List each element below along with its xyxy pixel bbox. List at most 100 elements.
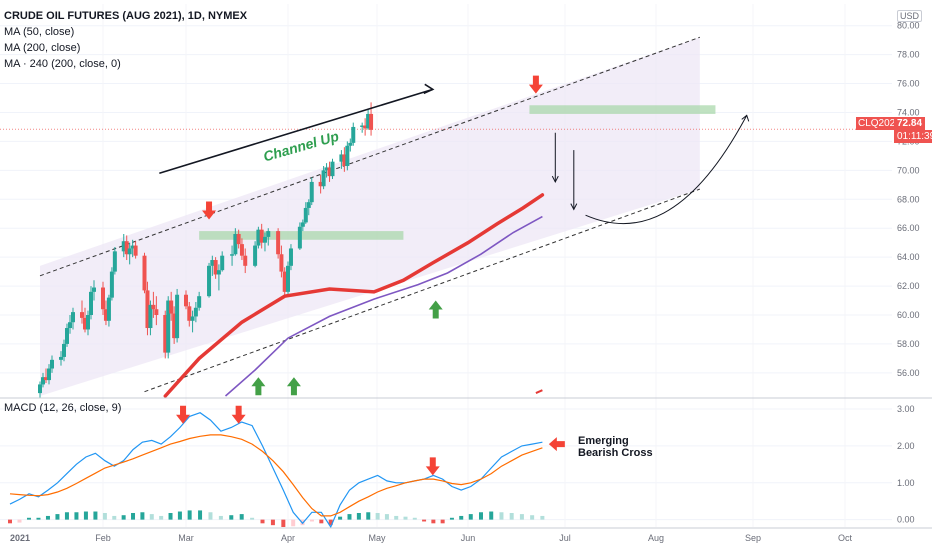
macd-histogram-bar	[131, 512, 136, 520]
macd-histogram-bar	[431, 519, 436, 524]
macd-histogram-bar	[519, 514, 524, 520]
candle-body	[172, 313, 177, 339]
macd-histogram-bar	[17, 519, 22, 523]
candle-body	[124, 241, 129, 255]
candle-body	[133, 245, 138, 256]
macd-histogram-bar	[540, 515, 545, 520]
candle-body	[324, 167, 329, 171]
candle-body	[112, 251, 117, 272]
macd-histogram-bar	[198, 510, 203, 520]
macd-histogram-bar	[121, 515, 126, 520]
macd-histogram-bar	[366, 512, 371, 520]
price-axis-label: 56.00	[897, 368, 920, 378]
candle-body	[243, 255, 248, 266]
ma240-legend[interactable]: MA · 240 (200, close, 0)	[4, 58, 121, 70]
candle-body	[210, 260, 215, 266]
candle-body	[306, 202, 311, 208]
macd-histogram	[8, 510, 545, 527]
candle-body	[166, 300, 171, 353]
macd-histogram-bar	[93, 511, 98, 520]
candle-body	[142, 255, 147, 291]
candle-body	[348, 142, 353, 146]
candle-body	[342, 154, 347, 167]
candle-body	[71, 312, 75, 323]
macd-legend[interactable]: MACD (12, 26, close, 9)	[4, 402, 122, 414]
candle-body	[256, 229, 261, 246]
price-axis-label: 66.00	[897, 223, 920, 233]
macd-histogram-bar	[468, 514, 473, 520]
candle-body	[151, 304, 156, 310]
candle-body	[127, 248, 132, 255]
currency-badge[interactable]: USD	[897, 10, 923, 22]
macd-histogram-bar	[375, 512, 380, 520]
candle-body	[351, 126, 356, 143]
candle-body	[230, 254, 235, 256]
candle-body	[106, 297, 111, 321]
price-axis-label: 70.00	[897, 165, 920, 175]
macd-histogram-bar	[26, 517, 31, 520]
macd-line	[9, 412, 543, 529]
macd-histogram-bar	[394, 515, 399, 520]
projection-arrow-1-head	[551, 175, 559, 184]
macd-histogram-bar	[260, 519, 265, 524]
macd-histogram-bar	[112, 515, 117, 520]
macd-histogram-bar	[208, 512, 213, 520]
macd-histogram-bar	[102, 512, 107, 520]
candle-body	[59, 356, 63, 360]
macd-histogram-bar	[218, 515, 223, 520]
projection-arrow-2-head	[570, 203, 578, 211]
macd-histogram-bar	[140, 512, 145, 520]
candle-body	[345, 145, 350, 167]
price-axis-label: 78.00	[897, 50, 920, 60]
macd-axis-label: 3.00	[897, 404, 915, 414]
candle-body	[253, 245, 258, 266]
top-arrow-june	[528, 75, 543, 94]
candle-body	[239, 244, 244, 256]
time-axis-label: Mar	[178, 533, 194, 543]
ma200-legend[interactable]: MA (200, close)	[4, 42, 81, 54]
bottom-arrow-april	[286, 377, 301, 396]
candle-body	[276, 231, 281, 255]
macd-histogram-bar	[229, 515, 234, 520]
time-axis-label: May	[368, 533, 386, 543]
signal-line	[9, 434, 543, 517]
candle-body	[339, 154, 344, 162]
time-axis-label: Oct	[838, 533, 853, 543]
macd-histogram-bar	[159, 515, 164, 520]
time-axis-label: Jun	[461, 533, 476, 543]
channel-arrow-head	[423, 83, 435, 95]
candle-body	[220, 255, 225, 271]
resistance-zone-june	[529, 105, 716, 114]
channel-trend-arrow	[159, 88, 434, 175]
macd-histogram-bar	[338, 516, 343, 520]
bottom-arrow-march	[251, 377, 266, 396]
candle-body	[309, 181, 314, 203]
candle-body	[148, 304, 153, 329]
macd-histogram-bar	[356, 512, 361, 520]
candle-body	[154, 309, 159, 315]
macd-histogram-bar	[250, 517, 255, 520]
macd-histogram-bar	[281, 519, 286, 527]
candle-body	[318, 181, 323, 187]
time-axis-label: Aug	[648, 533, 664, 543]
macd-histogram-bar	[403, 516, 408, 520]
macd-histogram-bar	[55, 514, 60, 520]
ma50-legend[interactable]: MA (50, close)	[4, 26, 75, 38]
candle-body	[213, 260, 218, 275]
channel-upper-line	[39, 36, 700, 277]
candle-body	[236, 233, 241, 245]
candle-body	[68, 322, 72, 329]
macd-histogram-bar	[239, 514, 244, 520]
candle-body	[80, 312, 84, 318]
macd-histogram-bar	[478, 512, 483, 520]
symbol-title[interactable]: CRUDE OIL FUTURES (AUG 2021), 1D, NYMEX	[4, 10, 248, 22]
macd-histogram-bar	[440, 519, 445, 524]
candle-body	[65, 328, 69, 344]
macd-histogram-bar	[384, 514, 389, 520]
candle-body	[44, 377, 48, 381]
candle-body	[121, 241, 126, 252]
time-axis-label: Sep	[745, 533, 761, 543]
candle-body	[297, 226, 302, 249]
macd-histogram-bar	[270, 519, 275, 526]
